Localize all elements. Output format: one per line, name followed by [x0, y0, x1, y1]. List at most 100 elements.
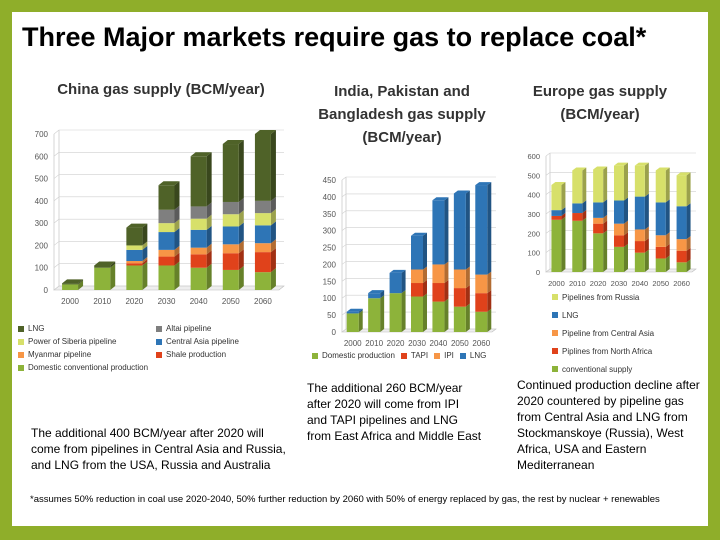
- bar-segment-side: [142, 261, 148, 290]
- bar-segment-side: [174, 252, 180, 266]
- india-chart-title: India, Pakistan and Bangladesh gas suppl…: [318, 83, 486, 146]
- bar-segment-side: [582, 217, 587, 272]
- bar-segment-front: [593, 233, 604, 272]
- y-tick-label: 300: [323, 227, 337, 236]
- bar-segment-side: [142, 223, 148, 246]
- bar-segment: [62, 279, 84, 285]
- bar-segment-side: [206, 214, 212, 230]
- bar-segment: [453, 266, 470, 289]
- bar-segment-front: [368, 298, 381, 332]
- bar-top-face: [432, 197, 449, 201]
- bar-segment: [254, 196, 276, 214]
- gridline-side: [341, 261, 347, 265]
- bar-segment-side: [142, 257, 148, 264]
- legend-label: Pipeline from Central Asia: [562, 328, 655, 338]
- legend-item: Piplines from North Africa: [552, 342, 702, 360]
- bar-segment: [126, 241, 148, 250]
- bar-segment: [94, 261, 116, 268]
- bar-segment: [572, 210, 587, 221]
- x-tick-label: 2040: [632, 279, 649, 286]
- bar-segment: [158, 228, 180, 250]
- legend-label: Domestic production: [322, 351, 395, 360]
- bar-segment-front: [551, 219, 562, 272]
- bar-segment: [126, 223, 148, 246]
- legend-label: LNG: [28, 324, 45, 333]
- bar-segment-front: [551, 210, 562, 216]
- bar-segment-side: [487, 290, 492, 312]
- bar-segment-front: [126, 245, 143, 250]
- x-tick-label: 2010: [365, 339, 383, 348]
- bar-segment-front: [676, 239, 687, 251]
- gridline-side: [53, 285, 60, 291]
- bar-segment: [222, 210, 244, 227]
- y-tick-label: 0: [536, 268, 540, 277]
- legend-label: Pipelines from Russia: [562, 292, 640, 302]
- bar-segment-front: [190, 218, 207, 230]
- bar-segment: [222, 197, 244, 215]
- bar-segment: [94, 263, 116, 290]
- bar-segment: [572, 217, 587, 272]
- bar-segment-side: [270, 248, 276, 273]
- gridline-side: [53, 263, 60, 268]
- bar-segment: [126, 259, 148, 266]
- bar-segment-front: [411, 269, 423, 284]
- bar-segment: [254, 221, 276, 244]
- bar-segment: [614, 220, 628, 236]
- bar-segment: [158, 252, 180, 266]
- legend-label: Piplines from North Africa: [562, 346, 653, 356]
- legend-item: Pipeline from Central Asia: [552, 324, 702, 342]
- bar-top-face: [453, 190, 470, 194]
- bar-segment-side: [665, 243, 670, 259]
- legend-item: LNG: [552, 306, 702, 324]
- bar-segment-front: [222, 226, 239, 245]
- bar-segment: [614, 162, 628, 201]
- bar-segment: [572, 200, 587, 214]
- bar-segment-side: [380, 295, 385, 332]
- bar-segment-front: [453, 288, 466, 307]
- bar-segment: [593, 230, 608, 272]
- bar-segment: [551, 212, 566, 220]
- x-tick-label: 2040: [190, 297, 208, 306]
- bar-segment-side: [624, 197, 628, 224]
- bar-segment: [432, 280, 449, 302]
- bar-top-face: [634, 162, 649, 166]
- x-tick-label: 2020: [590, 279, 607, 286]
- bar-top-face: [475, 182, 492, 186]
- bar-segment-front: [475, 274, 488, 294]
- y-tick-label: 100: [527, 249, 540, 258]
- bar-segment-front: [572, 203, 583, 214]
- bar-segment-side: [238, 265, 244, 290]
- bar-segment-front: [254, 200, 271, 214]
- bar-segment-front: [655, 235, 666, 247]
- bar-segment-side: [174, 245, 180, 257]
- bar-segment-front: [158, 185, 175, 210]
- legend-swatch: [552, 294, 558, 300]
- bar-segment: [222, 265, 244, 290]
- bar-segment-side: [142, 259, 148, 266]
- bar-segment-side: [270, 130, 276, 201]
- bar-segment-front: [190, 254, 207, 268]
- bar-segment-front: [676, 206, 687, 240]
- bar-segment: [475, 182, 492, 275]
- bar-segment: [655, 167, 670, 203]
- bar-segment: [593, 214, 608, 224]
- x-tick-label: 2030: [158, 297, 176, 306]
- europe-legend: Pipelines from Russia LNG Pipeline from Ce…: [552, 288, 702, 378]
- bar-segment-front: [551, 215, 562, 220]
- bar-segment: [432, 261, 449, 284]
- bar-segment-side: [487, 271, 492, 294]
- bar-segment-front: [158, 256, 175, 266]
- x-tick-label: 2010: [93, 297, 111, 306]
- legend-item: Domestic conventional production: [18, 361, 156, 374]
- y-tick-label: 200: [323, 260, 337, 269]
- bar-segment: [190, 202, 212, 219]
- bar-top-face: [551, 182, 566, 185]
- y-tick-label: 600: [35, 152, 49, 161]
- bar-segment-side: [686, 172, 691, 207]
- x-tick-label: 2060: [254, 297, 272, 306]
- gridline-side: [341, 328, 347, 333]
- bar-segment-side: [270, 196, 276, 214]
- bar-segment: [614, 232, 628, 247]
- gridline-side: [53, 174, 60, 179]
